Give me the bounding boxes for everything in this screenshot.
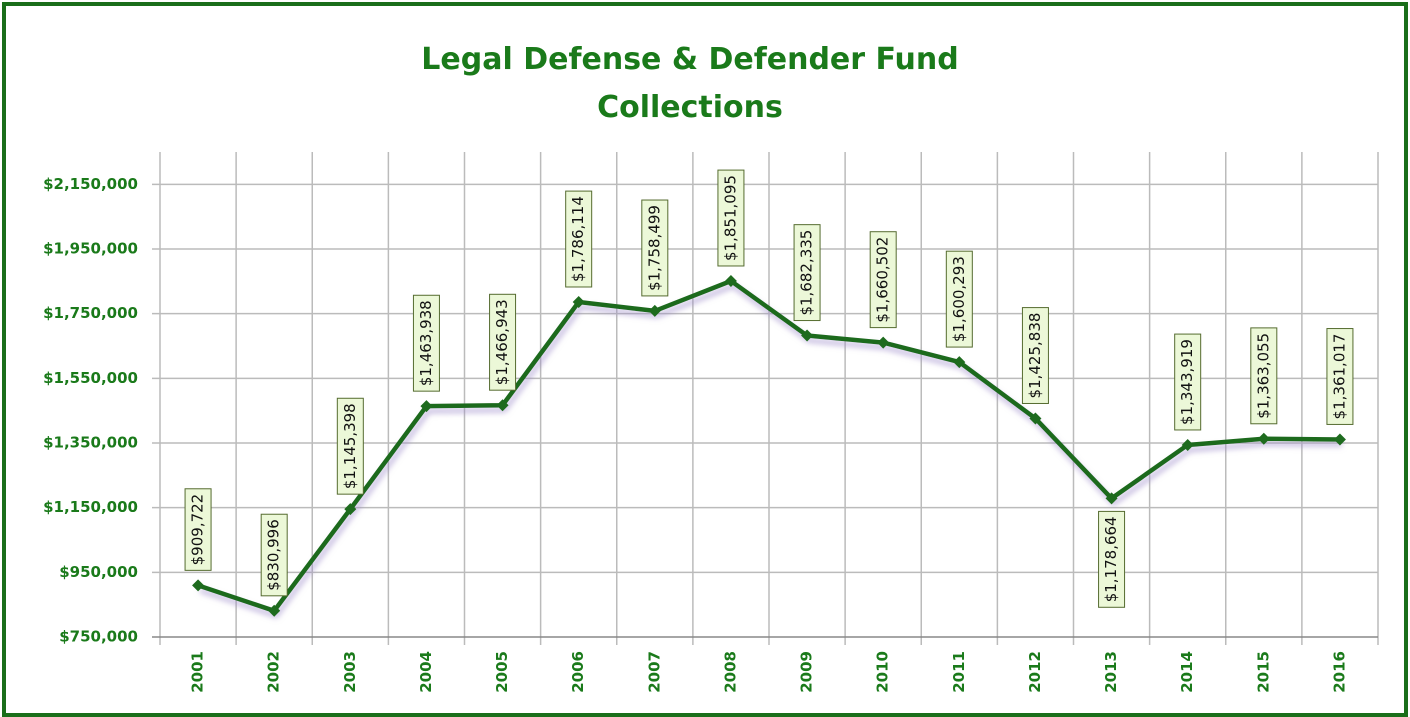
y-tick-label: $1,750,000	[43, 304, 138, 322]
value-label: $1,660,502	[869, 231, 897, 329]
x-tick-label: 2009	[798, 651, 816, 693]
marker	[648, 304, 661, 317]
marker	[1181, 438, 1194, 451]
value-label-text: $1,361,017	[1330, 334, 1348, 420]
value-label: $1,145,398	[336, 397, 364, 495]
value-label: $1,851,095	[717, 169, 745, 267]
x-tick-label: 2007	[645, 651, 663, 693]
value-label: $1,361,017	[1326, 328, 1354, 425]
marker	[1029, 412, 1042, 425]
marker	[1333, 433, 1346, 446]
x-tick-label: 2004	[417, 651, 435, 693]
value-label-text: $1,851,095	[721, 175, 739, 261]
x-tick-label: 2011	[950, 651, 968, 693]
chart-title: Legal Defense & Defender Fund Collection…	[421, 42, 959, 125]
marker	[1105, 492, 1118, 505]
value-label-text: $1,466,943	[493, 299, 511, 385]
marker	[268, 604, 281, 617]
value-label-box	[869, 231, 897, 329]
value-label-box	[489, 293, 517, 391]
value-label-text: $1,660,502	[874, 237, 892, 323]
x-tick-label: 2005	[493, 651, 511, 693]
marker	[496, 399, 509, 412]
x-tick-label: 2014	[1178, 651, 1196, 693]
value-label: $909,722	[184, 488, 212, 571]
value-label-text: $909,722	[189, 494, 207, 566]
value-label-text: $1,758,499	[645, 205, 663, 291]
value-label-box	[945, 250, 973, 348]
marker	[1257, 432, 1270, 445]
x-tick-label: 2008	[721, 651, 739, 693]
marker	[420, 400, 433, 413]
value-label-text: $1,363,055	[1254, 333, 1272, 419]
value-label-box	[641, 199, 669, 297]
value-label-text: $1,786,114	[569, 196, 587, 282]
x-tick-label: 2012	[1026, 651, 1044, 693]
value-label-box	[1250, 327, 1278, 425]
y-tick-label: $950,000	[59, 563, 138, 581]
x-tick-label: 2001	[189, 651, 207, 693]
y-tick-label: $2,150,000	[43, 175, 138, 193]
value-label-text: $1,463,938	[417, 300, 435, 386]
value-label-text: $1,145,398	[341, 403, 359, 489]
marker	[572, 295, 585, 308]
value-label: $1,466,943	[489, 293, 517, 391]
marker	[192, 579, 205, 592]
value-label-box	[260, 513, 288, 597]
x-tick-label: 2015	[1254, 651, 1272, 693]
x-tick-label: 2016	[1330, 651, 1348, 693]
x-tick-label: 2010	[874, 651, 892, 693]
value-label-box	[1326, 328, 1354, 425]
y-tick-label: $1,950,000	[43, 240, 138, 258]
y-tick-label: $1,350,000	[43, 434, 138, 452]
marker	[801, 329, 814, 342]
value-label-box	[793, 224, 821, 322]
value-label-box	[565, 190, 593, 288]
marker	[877, 336, 890, 349]
value-label-box	[1174, 333, 1202, 431]
x-tick-label: 2006	[569, 651, 587, 693]
value-label-text: $1,682,335	[798, 230, 816, 316]
line	[197, 278, 1340, 614]
value-label-box	[336, 397, 364, 495]
y-tick-label: $1,150,000	[43, 498, 138, 516]
value-label: $1,425,838	[1021, 307, 1049, 404]
marker	[344, 503, 357, 516]
value-label-text: $1,343,919	[1178, 339, 1196, 425]
value-label-text: $830,996	[265, 519, 283, 591]
value-label-box	[184, 488, 212, 571]
value-label-text: $1,178,664	[1102, 516, 1120, 602]
x-tick-label: 2002	[265, 651, 283, 693]
value-label: $1,463,938	[412, 294, 440, 392]
value-label: $1,758,499	[641, 199, 669, 297]
value-label-text: $1,425,838	[1026, 313, 1044, 399]
value-label-box	[1021, 307, 1049, 404]
marker	[953, 356, 966, 369]
marker	[724, 274, 737, 287]
value-label: $1,363,055	[1250, 327, 1278, 425]
x-tick-label: 2013	[1102, 651, 1120, 693]
value-label: $1,343,919	[1174, 333, 1202, 431]
value-label-box	[717, 169, 745, 267]
value-label-box	[412, 294, 440, 392]
value-label: $1,786,114	[565, 190, 593, 288]
y-tick-label: $750,000	[59, 628, 138, 646]
value-label-box	[1098, 510, 1126, 608]
value-label: $1,178,664	[1098, 510, 1126, 608]
value-label: $1,682,335	[793, 224, 821, 322]
y-tick-label: $1,550,000	[43, 369, 138, 387]
value-label-text: $1,600,293	[950, 256, 968, 342]
value-label: $1,600,293	[945, 250, 973, 348]
x-tick-label: 2003	[341, 651, 359, 693]
value-label: $830,996	[260, 513, 288, 597]
